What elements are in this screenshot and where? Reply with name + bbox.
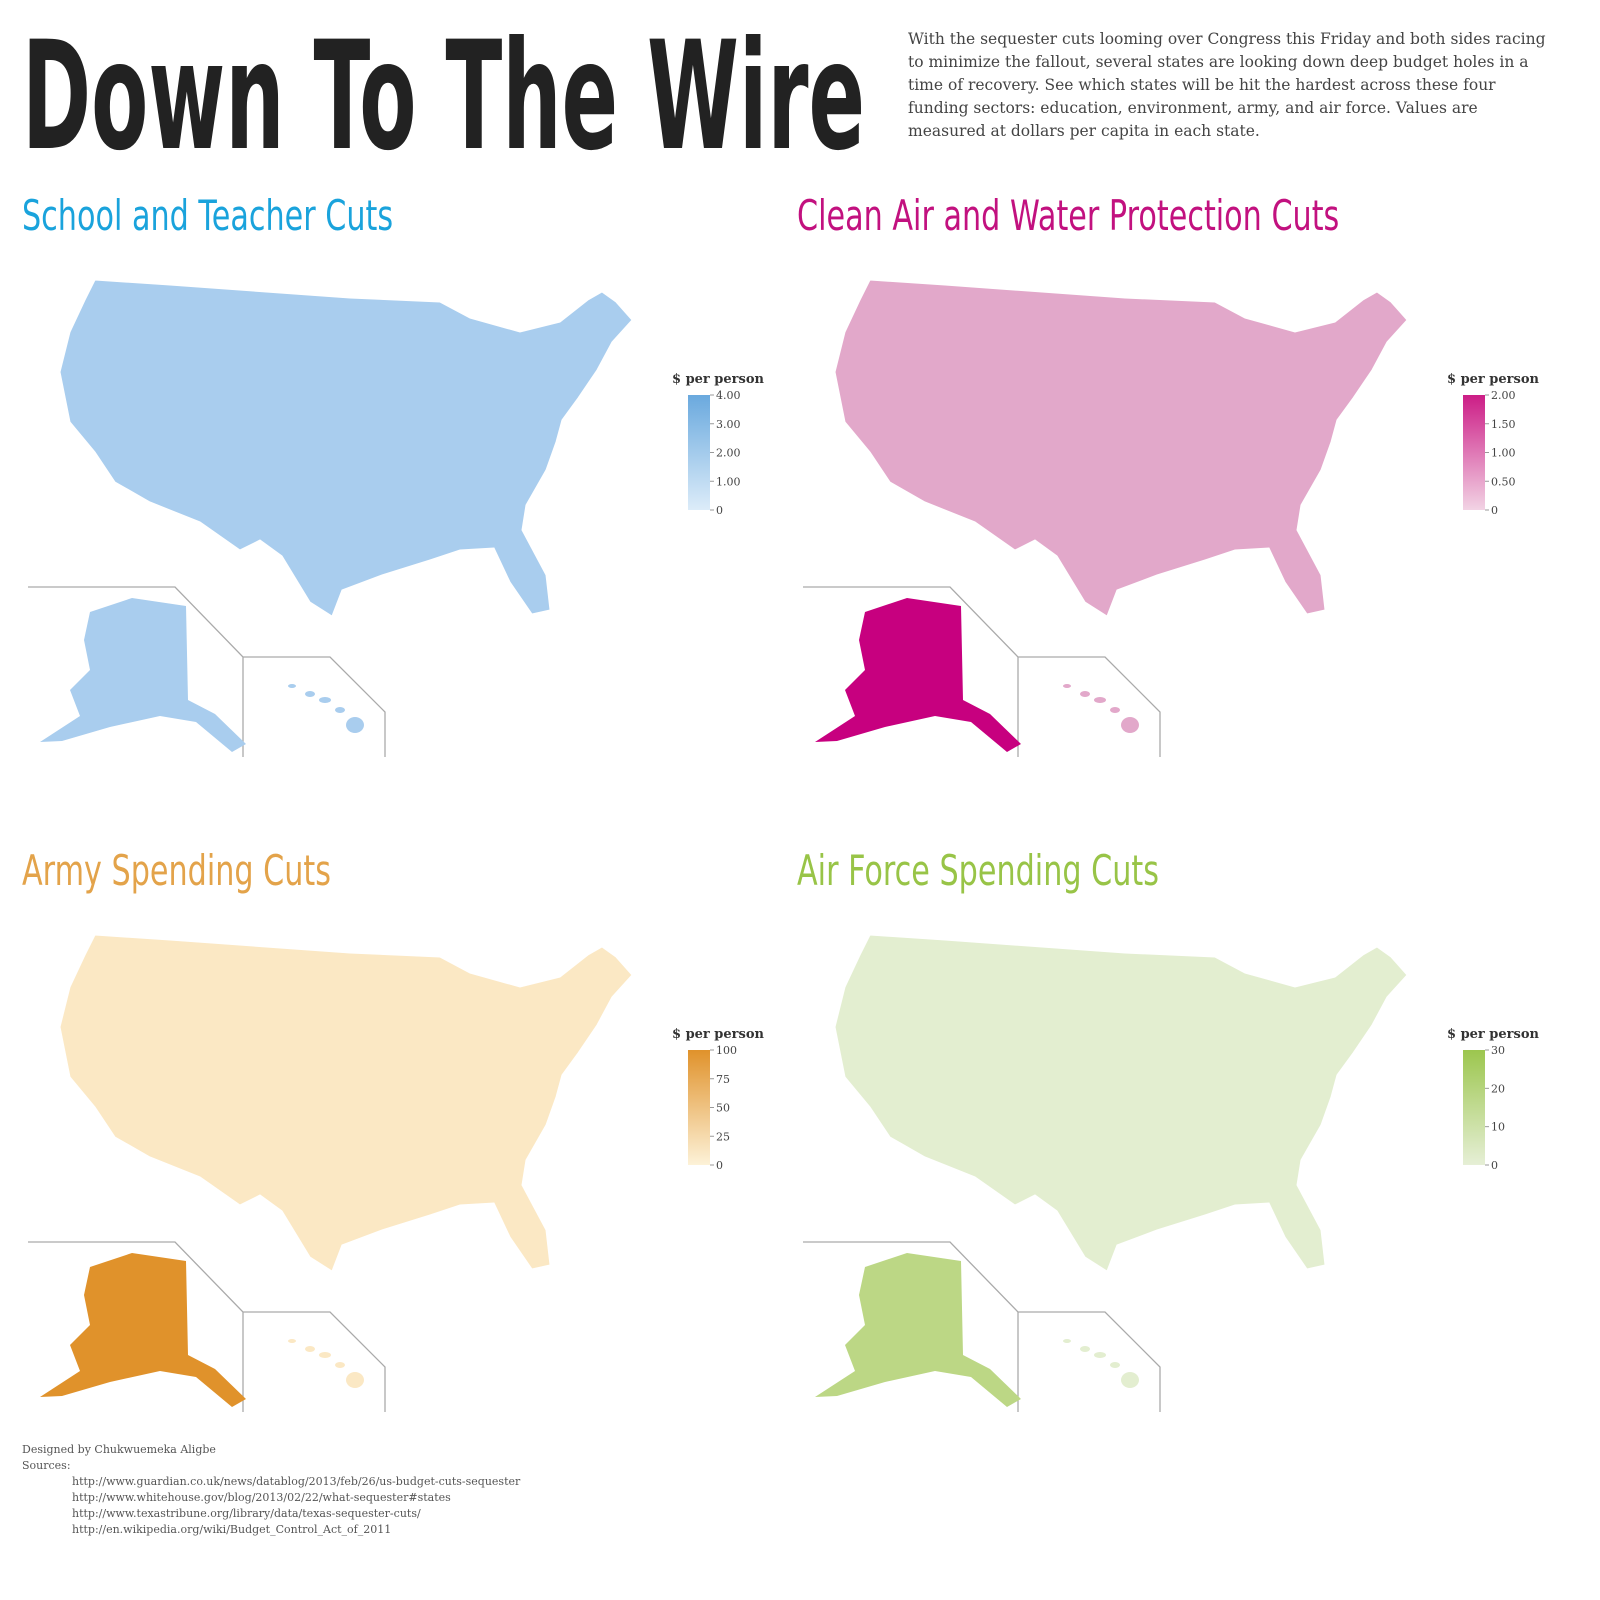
source-link: http://www.whitehouse.gov/blog/2013/02/2…	[72, 1491, 451, 1504]
page-title: Down To The Wire	[22, 10, 865, 184]
credit: Designed by Chukwuemeka Aligbe	[22, 1443, 216, 1456]
legend-tick-label: 0	[716, 504, 723, 517]
legend-tick-label: 2.00	[1491, 389, 1516, 402]
panel-title: Air Force Spending Cuts	[797, 846, 1159, 895]
hawaii	[288, 684, 296, 688]
source-link: http://www.texastribune.org/library/data…	[72, 1507, 421, 1520]
legend-tick-label: 50	[716, 1102, 730, 1115]
hawaii	[1063, 1339, 1071, 1343]
inset-frame	[28, 1241, 386, 1412]
hawaii	[305, 1346, 315, 1352]
us-map	[834, 279, 1408, 617]
legend-title: $ per person	[1447, 372, 1540, 387]
map-panel: School and Teacher Cuts $ per person 0 1.00…	[22, 191, 765, 757]
hawaii	[1094, 1352, 1106, 1358]
description: With the sequester cuts looming over Con…	[908, 30, 1546, 140]
hawaii	[1063, 684, 1071, 688]
legend-tick-label: 0	[1491, 504, 1498, 517]
us-map	[834, 934, 1408, 1272]
us-map	[59, 934, 633, 1272]
legend-bar	[688, 1050, 710, 1165]
legend-tick-label: 0	[716, 1159, 723, 1172]
hawaii	[319, 697, 331, 703]
hawaii	[305, 691, 315, 697]
map-panel: Army Spending Cuts $ per person 0 25 50 75 100	[22, 846, 765, 1412]
us-map	[59, 279, 633, 617]
legend-tick-label: 0.50	[1491, 475, 1516, 488]
source-link: http://www.guardian.co.uk/news/datablog/…	[72, 1475, 521, 1488]
inset-frame	[803, 586, 1161, 757]
legend-tick-label: 4.00	[716, 389, 741, 402]
legend-tick-label: 1.50	[1491, 418, 1516, 431]
legend-tick-label: 20	[1491, 1082, 1505, 1095]
hawaii	[1121, 717, 1139, 733]
panel-title: School and Teacher Cuts	[22, 191, 393, 240]
inset-frame	[803, 1241, 1161, 1412]
hawaii	[346, 717, 364, 733]
footer: Designed by Chukwuemeka Aligbe Sources: …	[22, 1442, 520, 1538]
source-link: http://en.wikipedia.org/wiki/Budget_Cont…	[72, 1523, 392, 1536]
hawaii	[335, 1362, 345, 1368]
hawaii	[1121, 1372, 1139, 1388]
sources-label: Sources:	[22, 1459, 71, 1472]
legend-title: $ per person	[672, 1027, 765, 1042]
inset-frame	[28, 586, 386, 757]
hawaii	[288, 1339, 296, 1343]
legend-bar	[1463, 1050, 1485, 1165]
panel-title: Army Spending Cuts	[22, 846, 331, 895]
hawaii	[335, 707, 345, 713]
panel-title: Clean Air and Water Protection Cuts	[797, 191, 1339, 240]
legend-title: $ per person	[672, 372, 765, 387]
map-panel: Clean Air and Water Protection Cuts $ per…	[797, 191, 1540, 757]
hawaii	[1110, 1362, 1120, 1368]
alaska	[40, 598, 246, 752]
legend-title: $ per person	[1447, 1027, 1540, 1042]
legend-tick-label: 1.00	[716, 475, 741, 488]
hawaii	[1110, 707, 1120, 713]
hawaii	[1080, 1346, 1090, 1352]
legend-bar	[1463, 395, 1485, 510]
alaska	[815, 1253, 1021, 1407]
legend-tick-label: 2.00	[716, 447, 741, 460]
map-panel: Air Force Spending Cuts $ per person 0 10 20…	[797, 846, 1540, 1412]
legend-tick-label: 75	[716, 1073, 730, 1086]
legend-tick-label: 10	[1491, 1121, 1505, 1134]
legend-tick-label: 1.00	[1491, 447, 1516, 460]
alaska	[40, 1253, 246, 1407]
alaska	[815, 598, 1021, 752]
legend-tick-label: 25	[716, 1130, 730, 1143]
hawaii	[346, 1372, 364, 1388]
legend-tick-label: 30	[1491, 1044, 1505, 1057]
hawaii	[1080, 691, 1090, 697]
legend-tick-label: 100	[716, 1044, 737, 1057]
hawaii	[1094, 697, 1106, 703]
legend-tick-label: 0	[1491, 1159, 1498, 1172]
legend-bar	[688, 395, 710, 510]
hawaii	[319, 1352, 331, 1358]
legend-tick-label: 3.00	[716, 418, 741, 431]
